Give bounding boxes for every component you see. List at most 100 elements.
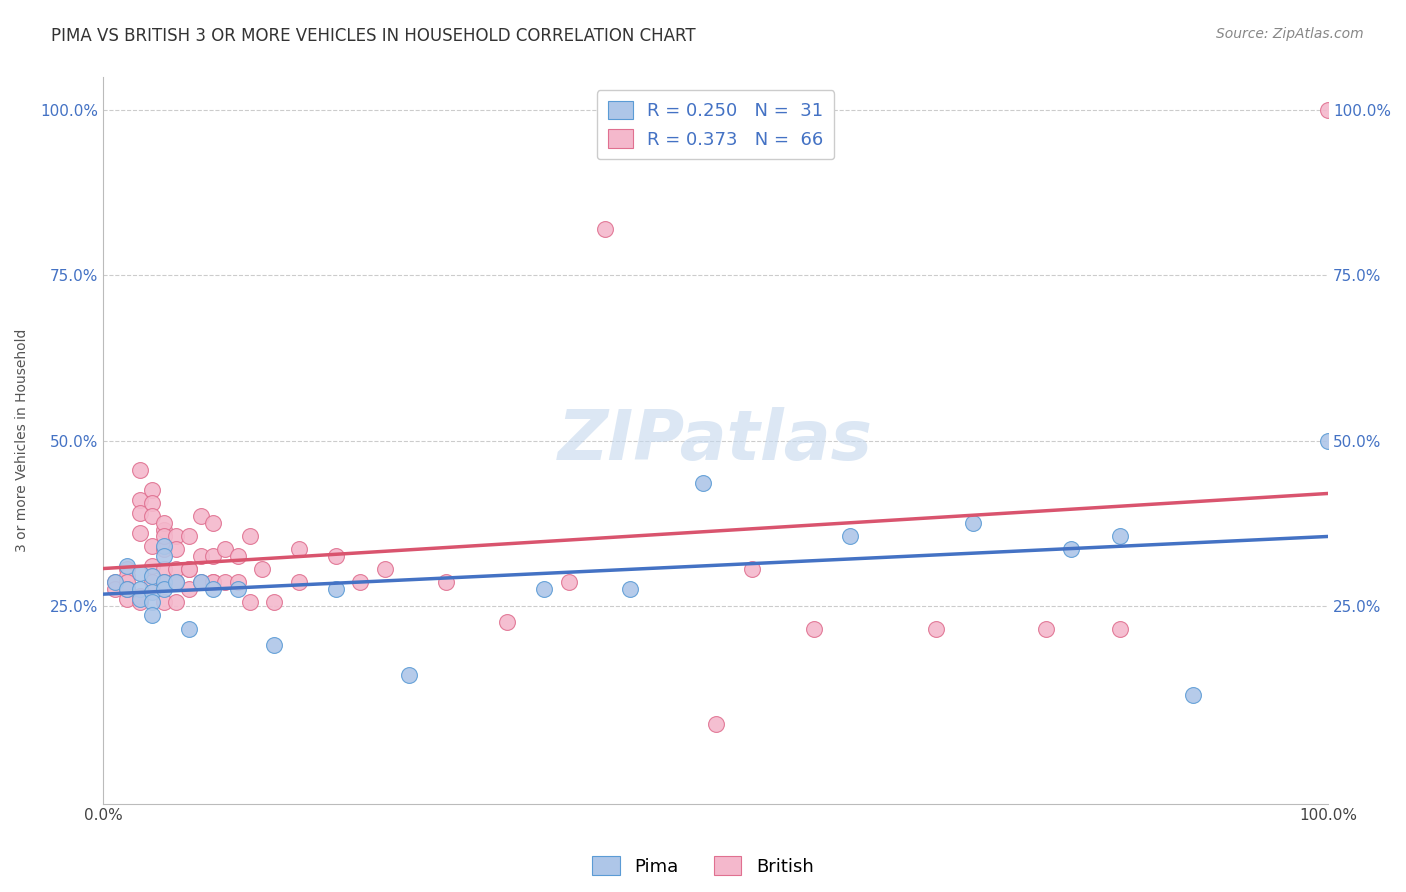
Legend: Pima, British: Pima, British xyxy=(585,849,821,883)
Point xyxy=(202,582,225,596)
Point xyxy=(288,575,311,590)
Point xyxy=(288,542,311,557)
Point xyxy=(128,525,150,540)
Point xyxy=(141,539,163,553)
Point xyxy=(1317,434,1340,448)
Point xyxy=(117,575,139,590)
Point xyxy=(104,582,127,596)
Point xyxy=(177,529,200,543)
Point xyxy=(349,575,371,590)
Point xyxy=(153,529,176,543)
Point xyxy=(153,523,176,537)
Point xyxy=(190,549,212,563)
Y-axis label: 3 or more Vehicles in Household: 3 or more Vehicles in Household xyxy=(15,329,30,552)
Point xyxy=(190,575,212,590)
Point xyxy=(153,516,176,530)
Point xyxy=(117,558,139,573)
Point xyxy=(141,569,163,583)
Point xyxy=(533,582,555,596)
Point xyxy=(557,575,579,590)
Point xyxy=(214,575,236,590)
Point xyxy=(226,549,249,563)
Point xyxy=(141,595,163,609)
Point xyxy=(226,582,249,596)
Point xyxy=(117,591,139,606)
Point xyxy=(263,595,285,609)
Point xyxy=(128,566,150,580)
Text: PIMA VS BRITISH 3 OR MORE VEHICLES IN HOUSEHOLD CORRELATION CHART: PIMA VS BRITISH 3 OR MORE VEHICLES IN HO… xyxy=(51,27,695,45)
Point xyxy=(434,575,457,590)
Point xyxy=(190,575,212,590)
Point xyxy=(153,549,176,563)
Point xyxy=(117,569,139,583)
Point xyxy=(128,506,150,520)
Legend: R = 0.250   N =  31, R = 0.373   N =  66: R = 0.250 N = 31, R = 0.373 N = 66 xyxy=(596,90,834,160)
Point xyxy=(166,595,188,609)
Point xyxy=(153,575,176,590)
Point xyxy=(141,496,163,510)
Point xyxy=(153,595,176,609)
Point xyxy=(496,615,519,629)
Point xyxy=(166,562,188,576)
Point xyxy=(153,562,176,576)
Point xyxy=(1060,542,1083,557)
Point xyxy=(177,622,200,636)
Point xyxy=(619,582,641,596)
Point xyxy=(692,476,714,491)
Point xyxy=(153,582,176,596)
Point xyxy=(704,717,727,731)
Point xyxy=(803,622,825,636)
Point xyxy=(962,516,984,530)
Point xyxy=(128,589,150,603)
Point xyxy=(153,542,176,557)
Point xyxy=(226,575,249,590)
Point xyxy=(202,549,225,563)
Point xyxy=(153,575,176,590)
Point xyxy=(166,542,188,557)
Point xyxy=(202,575,225,590)
Point xyxy=(595,222,617,236)
Point xyxy=(177,582,200,596)
Point xyxy=(177,562,200,576)
Point xyxy=(741,562,763,576)
Point xyxy=(252,562,274,576)
Point xyxy=(128,463,150,477)
Point xyxy=(202,575,225,590)
Point xyxy=(239,595,262,609)
Point xyxy=(141,585,163,599)
Point xyxy=(1035,622,1057,636)
Point xyxy=(190,509,212,524)
Point xyxy=(117,562,139,576)
Point xyxy=(325,582,347,596)
Point xyxy=(374,562,396,576)
Point xyxy=(141,608,163,623)
Point xyxy=(239,529,262,543)
Point xyxy=(141,558,163,573)
Point xyxy=(128,591,150,606)
Point xyxy=(325,549,347,563)
Point xyxy=(141,509,163,524)
Text: ZIPatlas: ZIPatlas xyxy=(558,407,873,474)
Point xyxy=(141,575,163,590)
Point xyxy=(214,542,236,557)
Point xyxy=(153,539,176,553)
Point xyxy=(1108,622,1130,636)
Point xyxy=(104,575,127,590)
Point xyxy=(177,562,200,576)
Point xyxy=(128,582,150,596)
Point xyxy=(104,575,127,590)
Point xyxy=(128,595,150,609)
Point xyxy=(1317,103,1340,118)
Point xyxy=(202,516,225,530)
Point xyxy=(263,638,285,652)
Point xyxy=(166,575,188,590)
Point xyxy=(141,483,163,497)
Point xyxy=(117,582,139,596)
Point xyxy=(166,529,188,543)
Point xyxy=(839,529,862,543)
Point xyxy=(925,622,948,636)
Text: Source: ZipAtlas.com: Source: ZipAtlas.com xyxy=(1216,27,1364,41)
Point xyxy=(117,582,139,596)
Point xyxy=(398,668,420,682)
Point xyxy=(128,492,150,507)
